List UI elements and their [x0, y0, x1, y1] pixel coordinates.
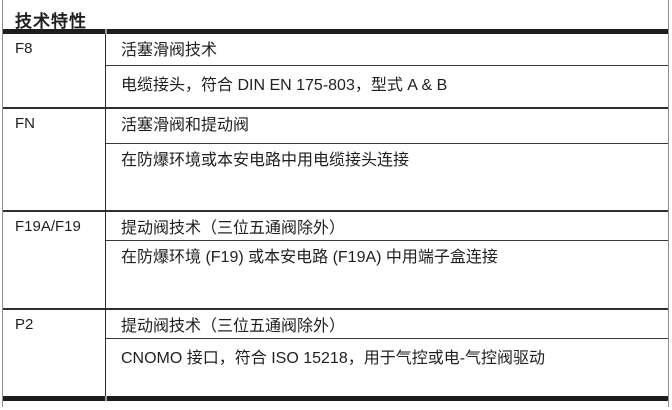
table-row-group-fn: FN 活塞滑阀和提动阀 在防爆环境或本安电路中用电缆接头连接: [3, 107, 668, 210]
table-row-group-f8: F8 活塞滑阀技术 电缆接头，符合 DIN EN 175-803，型式 A & …: [3, 34, 668, 107]
band-seam: [105, 29, 107, 34]
band-segment: [107, 29, 668, 34]
feature-desc: 提动阀技术（三位五通阀除外）: [106, 310, 668, 340]
band-segment: [3, 29, 105, 34]
feature-descriptions: 提动阀技术（三位五通阀除外） CNOMO 接口，符合 ISO 15218，用于气…: [106, 310, 668, 396]
feature-descriptions: 活塞滑阀技术 电缆接头，符合 DIN EN 175-803，型式 A & B: [106, 34, 668, 107]
feature-desc: 在防爆环境 (F19) 或本安电路 (F19A) 中用端子盒连接: [121, 249, 498, 267]
feature-descriptions: 提动阀技术（三位五通阀除外） 在防爆环境 (F19) 或本安电路 (F19A) …: [106, 212, 668, 308]
feature-desc: 电缆接头，符合 DIN EN 175-803，型式 A & B: [121, 77, 448, 94]
feature-descriptions: 活塞滑阀和提动阀 在防爆环境或本安电路中用电缆接头连接: [106, 109, 668, 210]
feature-desc: 活塞滑阀和提动阀: [106, 109, 668, 145]
header-divider-band: [3, 29, 668, 34]
feature-code: FN: [3, 109, 106, 210]
table-title: 技术特性: [15, 12, 87, 31]
band-seam: [105, 396, 107, 401]
band-segment: [3, 396, 105, 401]
feature-code: F19A/F19: [3, 212, 106, 308]
feature-code: P2: [3, 310, 106, 396]
table-row-group-f19a-f19: F19A/F19 提动阀技术（三位五通阀除外） 在防爆环境 (F19) 或本安电…: [3, 210, 668, 308]
bottom-border-band: [3, 396, 668, 401]
feature-code: F8: [3, 34, 106, 107]
feature-desc: 活塞滑阀技术: [106, 34, 668, 66]
table-row-group-p2: P2 提动阀技术（三位五通阀除外） CNOMO 接口，符合 ISO 15218，…: [3, 308, 668, 396]
band-segment: [107, 396, 668, 401]
feature-desc: 在防爆环境或本安电路中用电缆接头连接: [121, 152, 410, 170]
feature-desc: CNOMO 接口，符合 ISO 15218，用于气控或电-气控阀驱动: [121, 350, 546, 368]
feature-desc: 提动阀技术（三位五通阀除外）: [106, 212, 668, 242]
